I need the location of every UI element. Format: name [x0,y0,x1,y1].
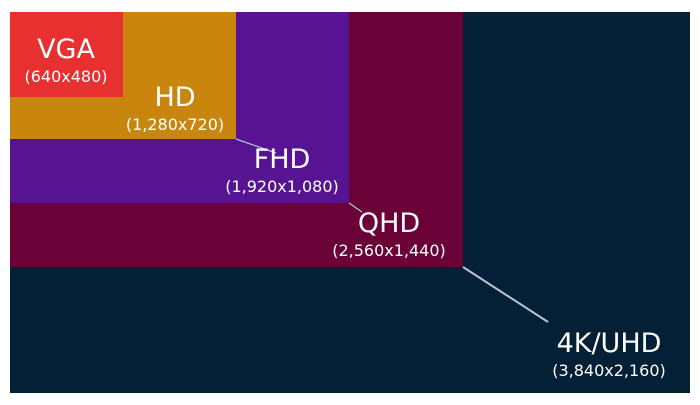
uhd-connector-line [462,266,549,323]
qhd-label: QHD [358,208,420,239]
vga-dimensions: (640x480) [24,67,107,86]
uhd-label: 4K/UHD [557,328,662,359]
uhd-dimensions: (3,840x2,160) [552,361,666,380]
fhd-dimensions: (1,920x1,080) [225,177,339,196]
hd-dimensions: (1,280x720) [126,115,224,134]
vga-area [10,12,123,97]
hd-connector-line [235,138,277,154]
vga-label: VGA [37,34,95,65]
qhd-dimensions: (2,560x1,440) [332,241,446,260]
fhd-connector-line [348,202,363,213]
hd-label: HD [154,82,195,113]
fhd-label: FHD [254,144,311,175]
